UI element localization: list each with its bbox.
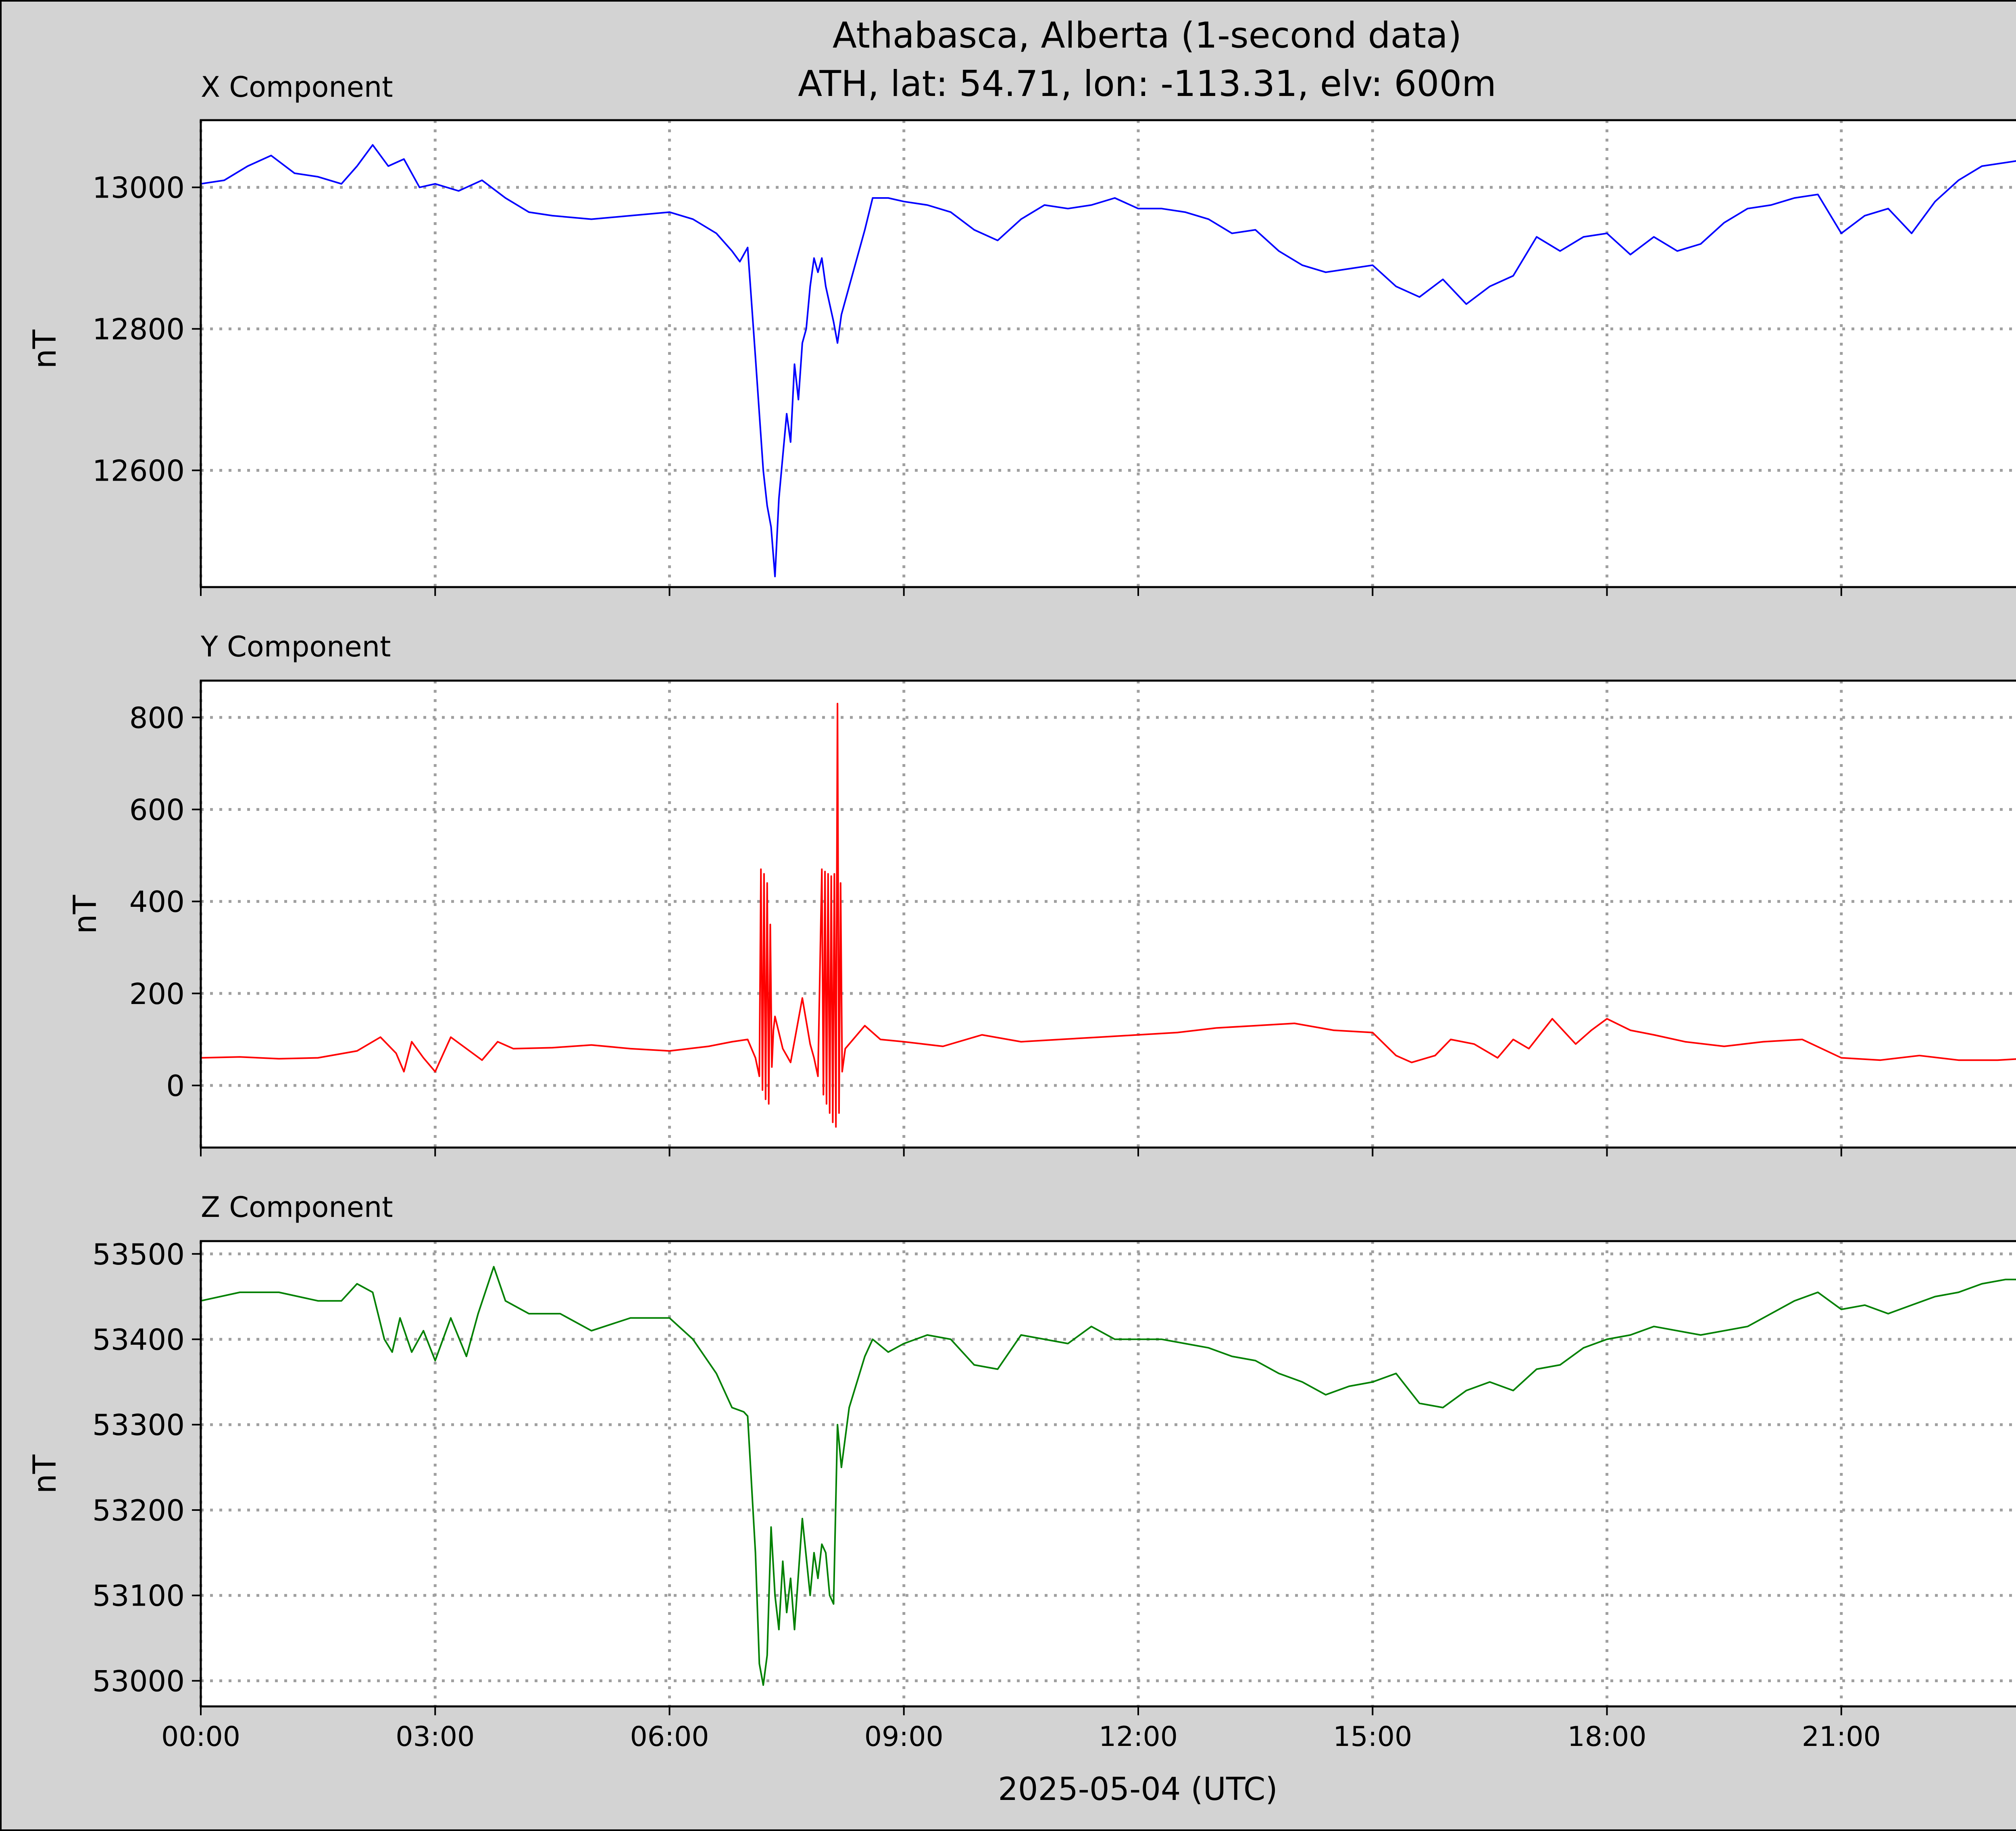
figure-title-line1: Athabasca, Alberta (1-second data) xyxy=(833,15,1462,56)
panel-x-ytick-label-2: 13000 xyxy=(92,171,185,205)
panel-x-ytick-label-0: 12600 xyxy=(92,454,185,488)
panel-z-component: Z Component nT 00:00 03:00 06:00 09:00 12:00… xyxy=(27,1191,2016,1753)
panel-y-plot-area xyxy=(201,681,2016,1148)
x-tick-label-0: 00:00 xyxy=(161,1721,240,1753)
panel-y-series-line xyxy=(201,703,2016,1128)
panel-z-series-line xyxy=(201,1266,2016,1686)
panel-y-ylabel: nT xyxy=(67,895,104,934)
x-tick-label-3: 09:00 xyxy=(864,1721,943,1753)
panel-y-ytick-label-4: 800 xyxy=(129,701,185,735)
panel-x-axes-frame xyxy=(200,119,2016,588)
panel-y-ytick-label-0: 0 xyxy=(166,1069,185,1103)
panel-z-ytick-label-3: 53300 xyxy=(92,1408,185,1442)
panel-y-ytick-label-1: 200 xyxy=(129,977,185,1011)
panel-z-title: Z Component xyxy=(201,1191,393,1224)
x-tick-label-7: 21:00 xyxy=(1802,1721,1881,1753)
panel-z-ytick-label-5: 53500 xyxy=(92,1237,185,1271)
panel-z-ytick-label-4: 53400 xyxy=(92,1323,185,1357)
x-tick-label-5: 15:00 xyxy=(1333,1721,1412,1753)
x-tick-label-6: 18:00 xyxy=(1568,1721,1647,1753)
panel-z-ylabel: nT xyxy=(27,1454,63,1494)
panel-y-axes-frame xyxy=(200,679,2016,1149)
x-tick-label-1: 03:00 xyxy=(396,1721,475,1753)
x-tick-label-2: 06:00 xyxy=(630,1721,709,1753)
panel-y-ytick-label-2: 400 xyxy=(129,885,185,919)
figure-title-line2: ATH, lat: 54.71, lon: -113.31, elv: 600m xyxy=(798,63,1496,104)
panel-z-ytick-label-1: 53100 xyxy=(92,1579,185,1613)
panel-x-ylabel: nT xyxy=(27,329,63,369)
panel-z-ytick-label-2: 53200 xyxy=(92,1494,185,1527)
panel-x-ytick-label-1: 12800 xyxy=(92,312,185,346)
panel-x-plot-area xyxy=(201,120,2016,587)
x-tick-label-4: 12:00 xyxy=(1099,1721,1178,1753)
panel-y-title: Y Component xyxy=(200,630,391,663)
x-axis-label: 2025-05-04 (UTC) xyxy=(998,1771,1278,1808)
panel-y-ytick-label-3: 600 xyxy=(129,793,185,827)
panel-x-series-line xyxy=(201,144,2016,577)
panel-x-title: X Component xyxy=(201,71,393,104)
panel-z-ytick-label-0: 53000 xyxy=(92,1664,185,1698)
panel-z-axes-frame xyxy=(200,1240,2016,1708)
panel-z-plot-area xyxy=(201,1241,2016,1706)
panel-x-component: X Component nT 12600 12800 13000 xyxy=(27,71,2016,596)
panel-y-component: Y Component nT 0 200 400 600 800 xyxy=(67,630,2016,1156)
